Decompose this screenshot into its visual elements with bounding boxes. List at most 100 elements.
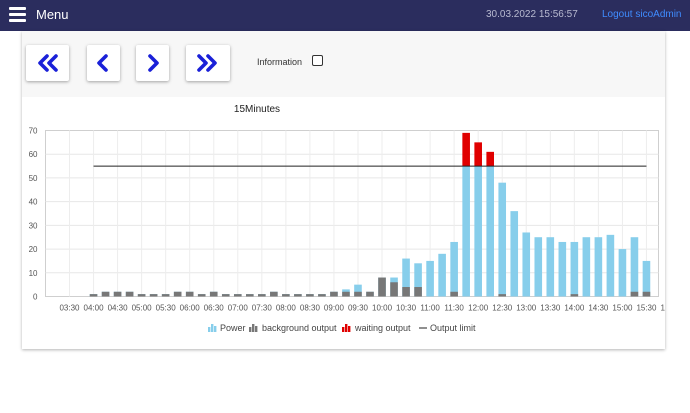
power-bar	[438, 253, 446, 297]
x-tick-label: 08:00	[276, 304, 297, 313]
x-tick-label: 12:30	[492, 304, 513, 313]
power-bar	[522, 232, 531, 297]
background-output-bar	[125, 291, 134, 297]
x-tick-label: 08:30	[300, 304, 321, 313]
top-bar: Menu 30.03.2022 15:56:57 Logout sicoAdmi…	[0, 0, 690, 31]
background-output-bar	[221, 294, 230, 297]
background-output-bar	[354, 291, 362, 297]
legend-swatch-3	[342, 324, 351, 332]
y-tick-label: 20	[29, 245, 38, 254]
power-bar	[474, 166, 482, 297]
menu-label[interactable]: Menu	[36, 7, 69, 22]
x-tick-label: 07:30	[252, 304, 273, 313]
background-output-bar	[630, 291, 639, 297]
previous-page-button[interactable]	[87, 45, 120, 81]
chevron-left-icon	[97, 54, 108, 72]
double-chevron-right-icon	[197, 54, 217, 72]
chart-toolbar: Information	[22, 31, 665, 97]
background-output-bar	[414, 287, 422, 297]
background-output-bar	[197, 294, 206, 297]
x-tick-label: 09:30	[348, 304, 369, 313]
background-output-bar	[149, 294, 158, 297]
x-tick-label: 04:30	[108, 304, 129, 313]
background-output-bar	[366, 291, 374, 297]
information-label: Information	[257, 57, 303, 67]
next-page-button[interactable]	[136, 45, 169, 81]
y-tick-label: 60	[29, 150, 38, 159]
power-bar	[642, 260, 651, 297]
legend-label: waiting output	[354, 323, 411, 333]
first-page-button[interactable]	[26, 45, 69, 81]
legend-swatch-bar	[249, 327, 252, 332]
bars	[89, 132, 651, 297]
x-tick-label: 12:00	[468, 304, 489, 313]
legend-label: Power	[220, 323, 246, 333]
y-tick-label: 30	[29, 221, 38, 230]
power-bar	[486, 166, 494, 297]
hamburger-menu-icon[interactable]	[9, 7, 26, 23]
information-checkbox[interactable]	[312, 55, 323, 66]
x-tick-label: 05:00	[132, 304, 153, 313]
background-output-bar	[185, 291, 194, 297]
y-tick-label: 40	[29, 198, 38, 207]
power-bar	[570, 241, 579, 297]
background-output-bar	[342, 291, 350, 297]
y-tick-label: 50	[29, 174, 38, 183]
x-tick-label: 06:00	[180, 304, 201, 313]
background-output-bar	[330, 291, 338, 297]
double-chevron-left-icon	[38, 54, 58, 72]
background-output-bar	[378, 277, 386, 297]
power-bar	[534, 237, 543, 297]
x-tick-label: 16:00	[660, 304, 665, 313]
background-output-bar	[270, 291, 278, 297]
power-bar	[498, 182, 507, 297]
y-tick-label: 0	[33, 293, 38, 302]
plot-frame	[45, 130, 659, 297]
legend-swatch-bar	[348, 326, 351, 332]
x-tick-label: 10:00	[372, 304, 393, 313]
power-bar	[546, 237, 555, 297]
legend-swatch-bar	[345, 324, 348, 332]
background-output-bar	[642, 291, 651, 297]
legend-swatch-bar	[255, 326, 258, 332]
background-output-bar	[246, 294, 254, 297]
logout-link[interactable]: Logout sicoAdmin	[602, 9, 682, 20]
background-output-bar	[173, 291, 182, 297]
background-output-bar	[209, 291, 218, 297]
background-output-bar	[89, 294, 98, 297]
power-bar	[618, 249, 627, 297]
chart-area: 15Minutes 0 10 20 30 40 50 60 70 03:30 04:00 04:3…	[22, 97, 681, 354]
power-bar	[426, 260, 434, 297]
power-bar	[558, 241, 567, 297]
background-output-bar	[306, 294, 314, 297]
x-tick-label: 13:30	[540, 304, 561, 313]
x-tick-label: 09:00	[324, 304, 345, 313]
y-tick-label: 10	[29, 269, 38, 278]
background-output-bar	[233, 294, 242, 297]
power-bar	[606, 234, 615, 297]
x-tick-label: 07:00	[228, 304, 249, 313]
legend-label: background output	[262, 323, 337, 333]
legend: Power background output waiting output Outp…	[208, 323, 476, 333]
legend-swatch-bar	[252, 324, 255, 332]
power-bar	[354, 284, 362, 297]
y-tick-label: 70	[29, 127, 38, 136]
x-tick-label: 03:30	[59, 304, 80, 313]
chevron-right-icon	[148, 54, 159, 72]
legend-swatch-bar	[214, 326, 217, 332]
background-output-bar	[258, 294, 266, 297]
legend-label: Output limit	[430, 323, 476, 333]
chart-card: Information 15Minutes 0 10 20 30 40 50 60 70 03…	[22, 31, 681, 349]
legend-swatch-1	[208, 324, 217, 332]
power-bar	[630, 237, 639, 297]
x-tick-label: 11:30	[444, 304, 464, 313]
background-output-bar	[318, 294, 326, 297]
x-tick-label: 06:30	[204, 304, 225, 313]
background-output-bar	[402, 287, 410, 297]
x-tick-label: 05:30	[156, 304, 177, 313]
waiting-output-bar	[462, 132, 470, 167]
last-page-button[interactable]	[186, 45, 230, 81]
waiting-output-bar	[486, 151, 494, 167]
power-bar	[402, 258, 410, 297]
x-tick-label: 14:30	[588, 304, 609, 313]
